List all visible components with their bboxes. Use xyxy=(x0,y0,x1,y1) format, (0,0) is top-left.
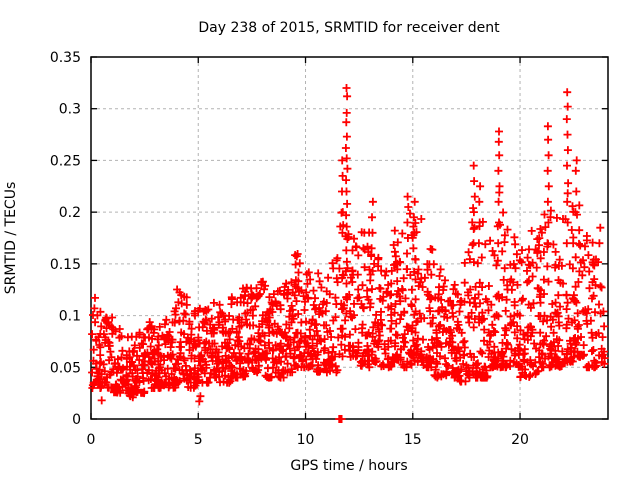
y-tick-label: 0.1 xyxy=(59,309,81,325)
tick-labels: 0 5 10 15 20 0 0.05 0.1 0.15 0.2 0.25 0.3 0.35 xyxy=(50,50,529,448)
y-tick-label: 0.35 xyxy=(50,50,81,66)
plot-border xyxy=(90,56,609,420)
y-tick-label: 0.25 xyxy=(50,153,81,169)
y-tick-label: 0.15 xyxy=(50,257,81,273)
y-tick-label: 0.3 xyxy=(59,102,81,118)
y-tick-label: 0.05 xyxy=(50,360,81,376)
x-tick-label: 15 xyxy=(404,432,422,448)
data-points-layer xyxy=(88,84,609,423)
x-tick-label: 20 xyxy=(511,432,529,448)
chart-title: Day 238 of 2015, SRMTID for receiver den… xyxy=(198,20,500,36)
x-axis-label: GPS time / hours xyxy=(290,458,407,474)
x-tick-label: 0 xyxy=(87,432,96,448)
srmtid-series-markers xyxy=(88,84,609,423)
y-tick-label: 0.2 xyxy=(59,205,81,221)
y-tick-label: 0 xyxy=(72,412,81,428)
y-axis-label: SRMTID / TECUs xyxy=(3,182,19,295)
x-tick-label: 10 xyxy=(297,432,315,448)
x-tick-label: 5 xyxy=(194,432,203,448)
